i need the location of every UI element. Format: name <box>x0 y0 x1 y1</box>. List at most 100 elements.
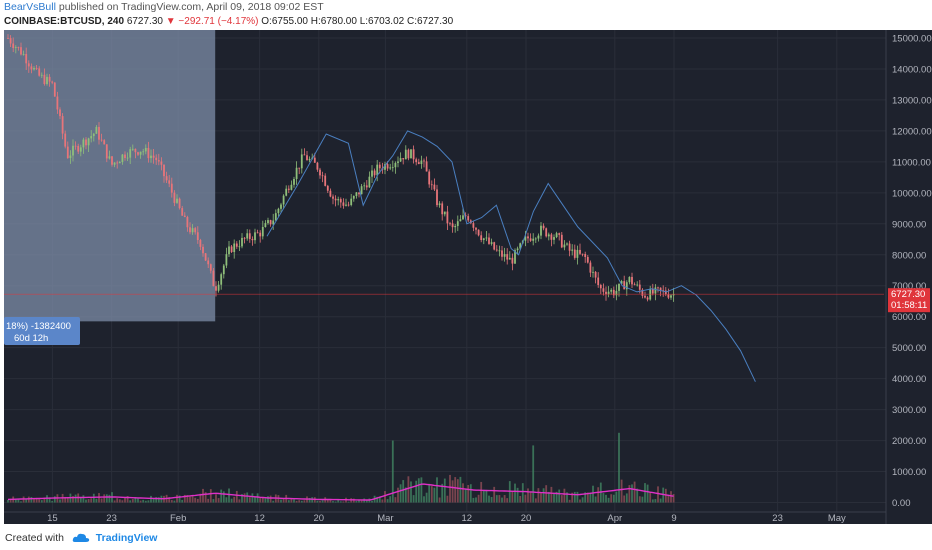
volume-bar <box>610 494 613 503</box>
volume-bar <box>321 500 324 503</box>
volume-bar <box>14 498 17 503</box>
candle-body <box>654 287 657 294</box>
volume-bar <box>384 491 386 503</box>
price-chart[interactable]: 15000.00 14000.00 13000.00 12000.00 11000.00… <box>4 30 932 524</box>
volume-bar <box>430 486 433 503</box>
volume-bar <box>540 492 542 503</box>
volume-bar <box>545 485 548 503</box>
candle-body <box>43 74 46 84</box>
candle-body <box>295 167 298 179</box>
tradingview-brand[interactable]: TradingView <box>95 532 158 544</box>
volume-bar <box>407 476 410 503</box>
candle-body <box>124 154 126 158</box>
candle-body <box>181 208 184 216</box>
candle-body <box>170 183 173 193</box>
volume-bar <box>215 494 217 503</box>
candle-body <box>274 213 277 221</box>
candle-body <box>183 215 186 217</box>
candle-body <box>532 238 535 241</box>
volume-bar <box>147 500 150 503</box>
volume-bar <box>618 432 620 503</box>
volume-bar <box>501 497 503 503</box>
volume-bar <box>594 496 597 503</box>
volume-bar <box>131 499 134 503</box>
volume-bar <box>566 492 568 503</box>
footer: Created with TradingView <box>0 526 932 550</box>
volume-bar <box>664 488 667 503</box>
volume-bar <box>170 500 173 503</box>
volume-bar <box>48 497 51 503</box>
candle-body <box>389 167 392 169</box>
volume-bar <box>207 498 210 503</box>
candle-body <box>48 76 51 82</box>
volume-bar <box>615 491 618 503</box>
volume-bar <box>456 479 459 503</box>
candle-body <box>638 284 641 290</box>
volume-bar <box>92 493 95 503</box>
volume-bar <box>204 492 207 503</box>
candle-body <box>404 149 407 160</box>
volume-bar <box>451 480 454 503</box>
candle-body <box>56 96 59 110</box>
volume-bar <box>586 492 589 503</box>
volume-bar <box>332 501 334 503</box>
volume-bar <box>280 499 282 503</box>
candle-body <box>46 76 48 84</box>
candle-body <box>612 289 615 296</box>
candle-body <box>9 38 12 44</box>
candle-body <box>66 146 69 159</box>
y-tick-label: 12000.00 <box>892 126 932 137</box>
candle-body <box>503 254 506 257</box>
volume-bar <box>121 500 124 503</box>
candle-body <box>319 169 321 176</box>
candle-body <box>225 254 228 266</box>
author-link[interactable]: BearVsBull <box>4 1 56 13</box>
y-axis[interactable]: 15000.00 14000.00 13000.00 12000.00 11000.00… <box>885 30 932 524</box>
price-tag-countdown: 01:58:11 <box>891 300 927 311</box>
volume-bar <box>259 497 262 503</box>
candle-body <box>511 257 514 264</box>
volume-bar <box>597 487 600 503</box>
volume-bar <box>623 495 626 503</box>
volume-bar <box>293 499 295 503</box>
candle-body <box>53 82 56 97</box>
volume-bar <box>433 487 436 503</box>
y-tick-label: 8000.00 <box>892 250 926 261</box>
x-tick-label: 12 <box>254 513 265 524</box>
volume-bar <box>126 496 129 503</box>
volume-bar <box>254 496 256 503</box>
candle-body <box>605 291 607 295</box>
candle-body <box>672 293 675 296</box>
chart-area[interactable]: 15000.00 14000.00 13000.00 12000.00 11000.00… <box>4 30 932 524</box>
candle-body <box>220 274 223 285</box>
candle-body <box>191 228 194 233</box>
measure-selection-box[interactable] <box>4 30 216 322</box>
candle-body <box>412 149 415 160</box>
candle-body <box>467 216 470 221</box>
volume-bar <box>659 498 662 503</box>
volume-bar <box>568 499 571 503</box>
volume-bar <box>191 495 194 503</box>
candle-body <box>563 244 566 248</box>
candle-body <box>493 242 496 250</box>
candle-body <box>134 148 137 153</box>
volume-bar <box>625 493 628 503</box>
volume-bar <box>269 495 272 503</box>
candle-body <box>105 144 108 159</box>
candle-body <box>332 196 334 199</box>
candle-body <box>259 232 262 237</box>
candle-body <box>454 225 457 228</box>
volume-bar <box>612 494 615 503</box>
y-tick-label: 5000.00 <box>892 343 926 354</box>
candle-body <box>196 232 199 241</box>
volume-bar <box>209 489 212 503</box>
x-axis[interactable]: 15 23 Feb 12 20 Mar 12 20 Apr 9 23 May <box>4 511 886 524</box>
candle-body <box>100 139 103 141</box>
candle-body <box>352 195 355 199</box>
candle-body <box>527 236 529 239</box>
candle-body <box>178 198 181 209</box>
candle-body <box>248 233 251 239</box>
candle-body <box>482 238 485 240</box>
volume-bar <box>217 498 220 503</box>
candle-body <box>420 160 423 165</box>
